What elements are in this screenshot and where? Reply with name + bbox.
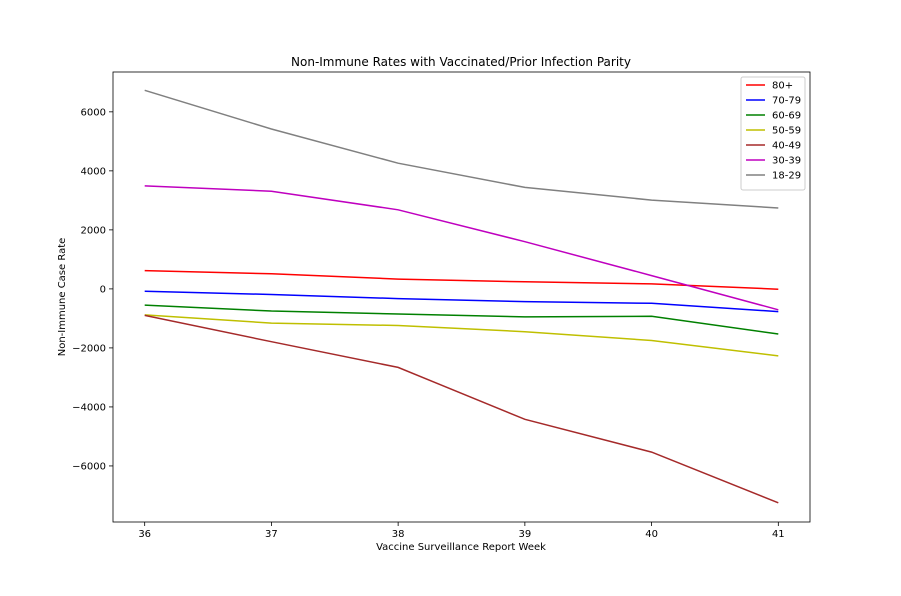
legend-label: 40-49 [772,141,801,152]
x-axis-title: Vaccine Surveillance Report Week [376,542,546,553]
x-axis: 36 37 38 39 40 41 [138,522,785,540]
x-tick-label: 37 [265,529,278,540]
x-tick-label: 40 [645,529,658,540]
series-line-50-59 [144,314,779,357]
legend-label: 70-79 [772,96,801,107]
legend-label: 50-59 [772,126,801,137]
legend-label: 30-39 [772,156,801,167]
series-line-70-79 [144,290,779,313]
series-line-80+ [144,269,779,290]
plot-frame [112,71,811,523]
y-tick-label: −4000 [72,402,106,413]
y-tick-label: −6000 [72,461,106,472]
series-line-30-39 [144,185,779,311]
series-line-18-29 [144,89,779,209]
y-tick-label: 4000 [81,166,106,177]
x-tick-label: 41 [772,529,785,540]
legend-label: 18-29 [772,171,801,182]
y-tick-label: 6000 [81,107,106,118]
legend-box [740,76,806,191]
x-tick-label: 36 [138,529,151,540]
series-line-40-49 [144,314,779,504]
series-line-60-69 [144,304,779,335]
y-tick-label: 2000 [81,225,106,236]
plot-lines [144,89,779,504]
legend: 80+ 70-79 60-69 50-59 40-49 30-39 18-29 [740,76,806,191]
y-axis: −6000 −4000 −2000 0 2000 4000 6000 [72,107,113,472]
legend-label: 60-69 [772,111,801,122]
legend-label: 80+ [772,81,793,92]
chart-title: Non-Immune Rates with Vaccinated/Prior I… [291,55,631,69]
x-tick-label: 38 [392,529,405,540]
y-tick-label: 0 [100,284,106,295]
y-tick-label: −2000 [72,343,106,354]
y-axis-title: Non-Immune Case Rate [57,238,68,357]
x-tick-label: 39 [518,529,531,540]
